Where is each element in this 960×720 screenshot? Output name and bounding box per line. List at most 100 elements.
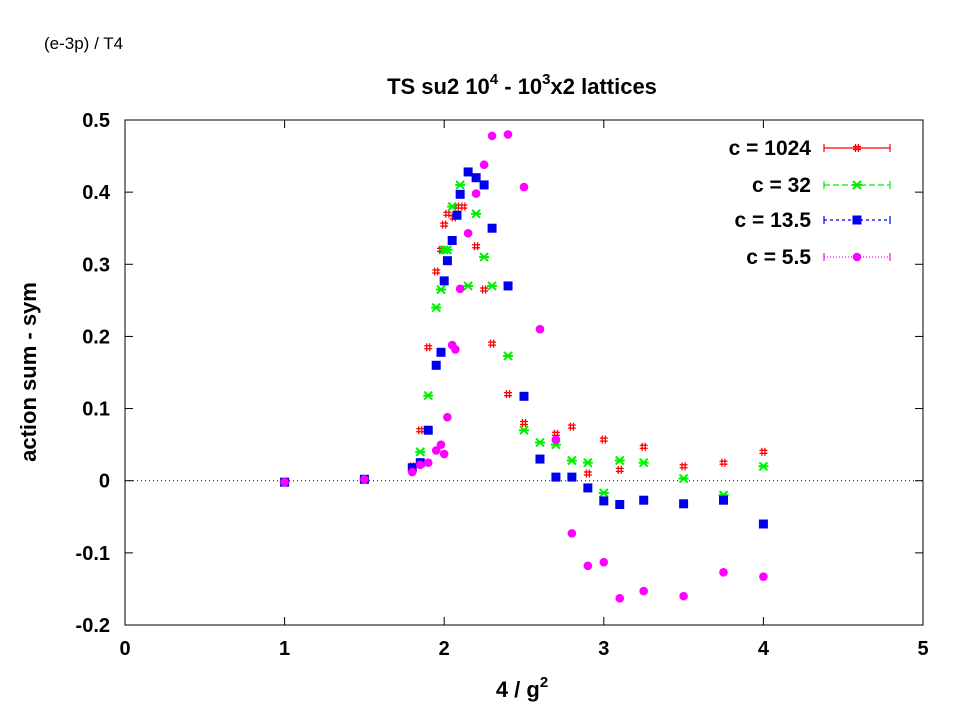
- series-3-point: [487, 223, 497, 233]
- series-4-point: [360, 474, 369, 484]
- series-1-point: [719, 458, 728, 467]
- series-4-point: [451, 345, 460, 354]
- series-1-point: [472, 242, 481, 251]
- series-2-point: [436, 284, 447, 295]
- series-4-point: [535, 324, 545, 334]
- series-4-point: [423, 458, 433, 467]
- series-2-point: [638, 457, 649, 468]
- series-1-point: [488, 339, 497, 348]
- legend-marker: [852, 180, 862, 190]
- y-tick-label: 0.3: [82, 254, 110, 276]
- y-tick-label: 0: [99, 471, 110, 493]
- series-4-point: [471, 189, 481, 198]
- series-4-point: [583, 561, 593, 571]
- series-2-point: [614, 455, 625, 466]
- series-3-point: [463, 167, 473, 177]
- legend-marker: [853, 144, 861, 152]
- series-4-point: [443, 412, 452, 422]
- series-2-point: [455, 180, 466, 190]
- series-1-point: [432, 267, 441, 276]
- legend-label: c = 1024: [729, 137, 812, 160]
- series-1-point: [480, 285, 489, 294]
- series-3-point: [431, 360, 441, 370]
- series-2-point: [758, 461, 769, 471]
- series-4-point: [439, 449, 449, 459]
- series-2-point: [471, 209, 482, 219]
- y-tick-label: 0.2: [82, 326, 110, 348]
- legend-label: c = 5.5: [746, 246, 811, 269]
- series-2-point: [463, 281, 474, 291]
- y-tick-label: 0.1: [82, 399, 110, 421]
- series-3-point: [407, 463, 417, 473]
- series-4-point: [487, 131, 497, 141]
- series-1-point: [459, 202, 468, 211]
- series-4-point: [599, 557, 609, 567]
- series-3-point: [439, 276, 449, 286]
- y-tick-label: -0.1: [76, 543, 110, 565]
- series-3-point: [551, 472, 561, 482]
- x-tick-labels: 0 1 2 3 4 5: [119, 638, 928, 660]
- series-2-point: [566, 455, 577, 466]
- series-2-point: [415, 447, 426, 457]
- x-tick-label: 5: [917, 638, 928, 660]
- series-3-point: [639, 495, 649, 505]
- series-3-point: [599, 496, 609, 506]
- y-axis-label: action sum - sym: [16, 282, 41, 462]
- axis-ticks: [124, 119, 924, 626]
- series-2-point: [582, 457, 593, 468]
- series-3-point: [479, 180, 489, 190]
- series-4-point: [431, 446, 441, 455]
- series-3-point: [423, 425, 433, 435]
- series-2-point: [447, 201, 458, 212]
- series-2-point: [479, 252, 490, 262]
- series-2-point: [503, 351, 514, 361]
- series-2-point: [519, 425, 529, 435]
- x-tick-label: 4: [758, 638, 770, 660]
- legend-marker: [852, 252, 862, 262]
- series-3-point: [615, 500, 625, 510]
- series-4-point: [479, 160, 489, 170]
- series-1-point: [520, 419, 528, 427]
- y-tick-label: 0.4: [82, 182, 111, 204]
- legend-marker: [852, 215, 862, 225]
- series-3-point: [758, 519, 768, 529]
- series-3-point: [452, 210, 462, 220]
- series-2-point: [442, 245, 453, 255]
- series-4-point: [503, 130, 513, 139]
- plot-frame: [124, 119, 924, 626]
- x-tick-label: 0: [119, 638, 130, 660]
- legend: c = 1024 c = 32 c = 13.5 c = 5.5: [729, 137, 891, 269]
- legend-label: c = 13.5: [735, 209, 812, 232]
- series-3-point: [471, 173, 481, 183]
- series-1-point: [583, 469, 592, 478]
- series-1-point: [424, 343, 433, 352]
- series-1-point: [440, 220, 449, 229]
- y-tick-label: -0.2: [76, 615, 110, 637]
- series-4-point: [436, 440, 446, 449]
- series-1-point: [615, 465, 624, 474]
- series-4-point: [455, 284, 465, 294]
- data-points: [279, 130, 769, 603]
- series-3-point: [679, 499, 689, 509]
- series-2-point: [678, 473, 689, 484]
- series-4-point: [567, 529, 577, 538]
- y-tick-labels: -0.2 -0.1 0 0.1 0.2 0.3 0.4 0.5: [76, 110, 111, 637]
- series-3-point: [567, 472, 577, 482]
- series-3-point: [436, 347, 446, 357]
- series-3-point: [442, 256, 452, 266]
- series-1-point: [679, 462, 688, 471]
- chart-title: TS su2 104 - 103x2 lattices: [387, 71, 657, 99]
- series-2-point: [487, 281, 498, 291]
- series-3-point: [455, 189, 465, 199]
- legend-label: c = 32: [752, 174, 811, 197]
- series-3-point: [535, 454, 545, 464]
- series-4-point: [519, 182, 529, 192]
- x-tick-label: 3: [598, 638, 609, 660]
- series-2-point: [431, 302, 442, 313]
- x-tick-label: 2: [439, 638, 450, 660]
- x-axis-label: 4 / g2: [496, 674, 548, 702]
- series-2-point: [598, 488, 609, 498]
- series-1-point: [567, 422, 576, 431]
- series-3-point: [583, 483, 593, 493]
